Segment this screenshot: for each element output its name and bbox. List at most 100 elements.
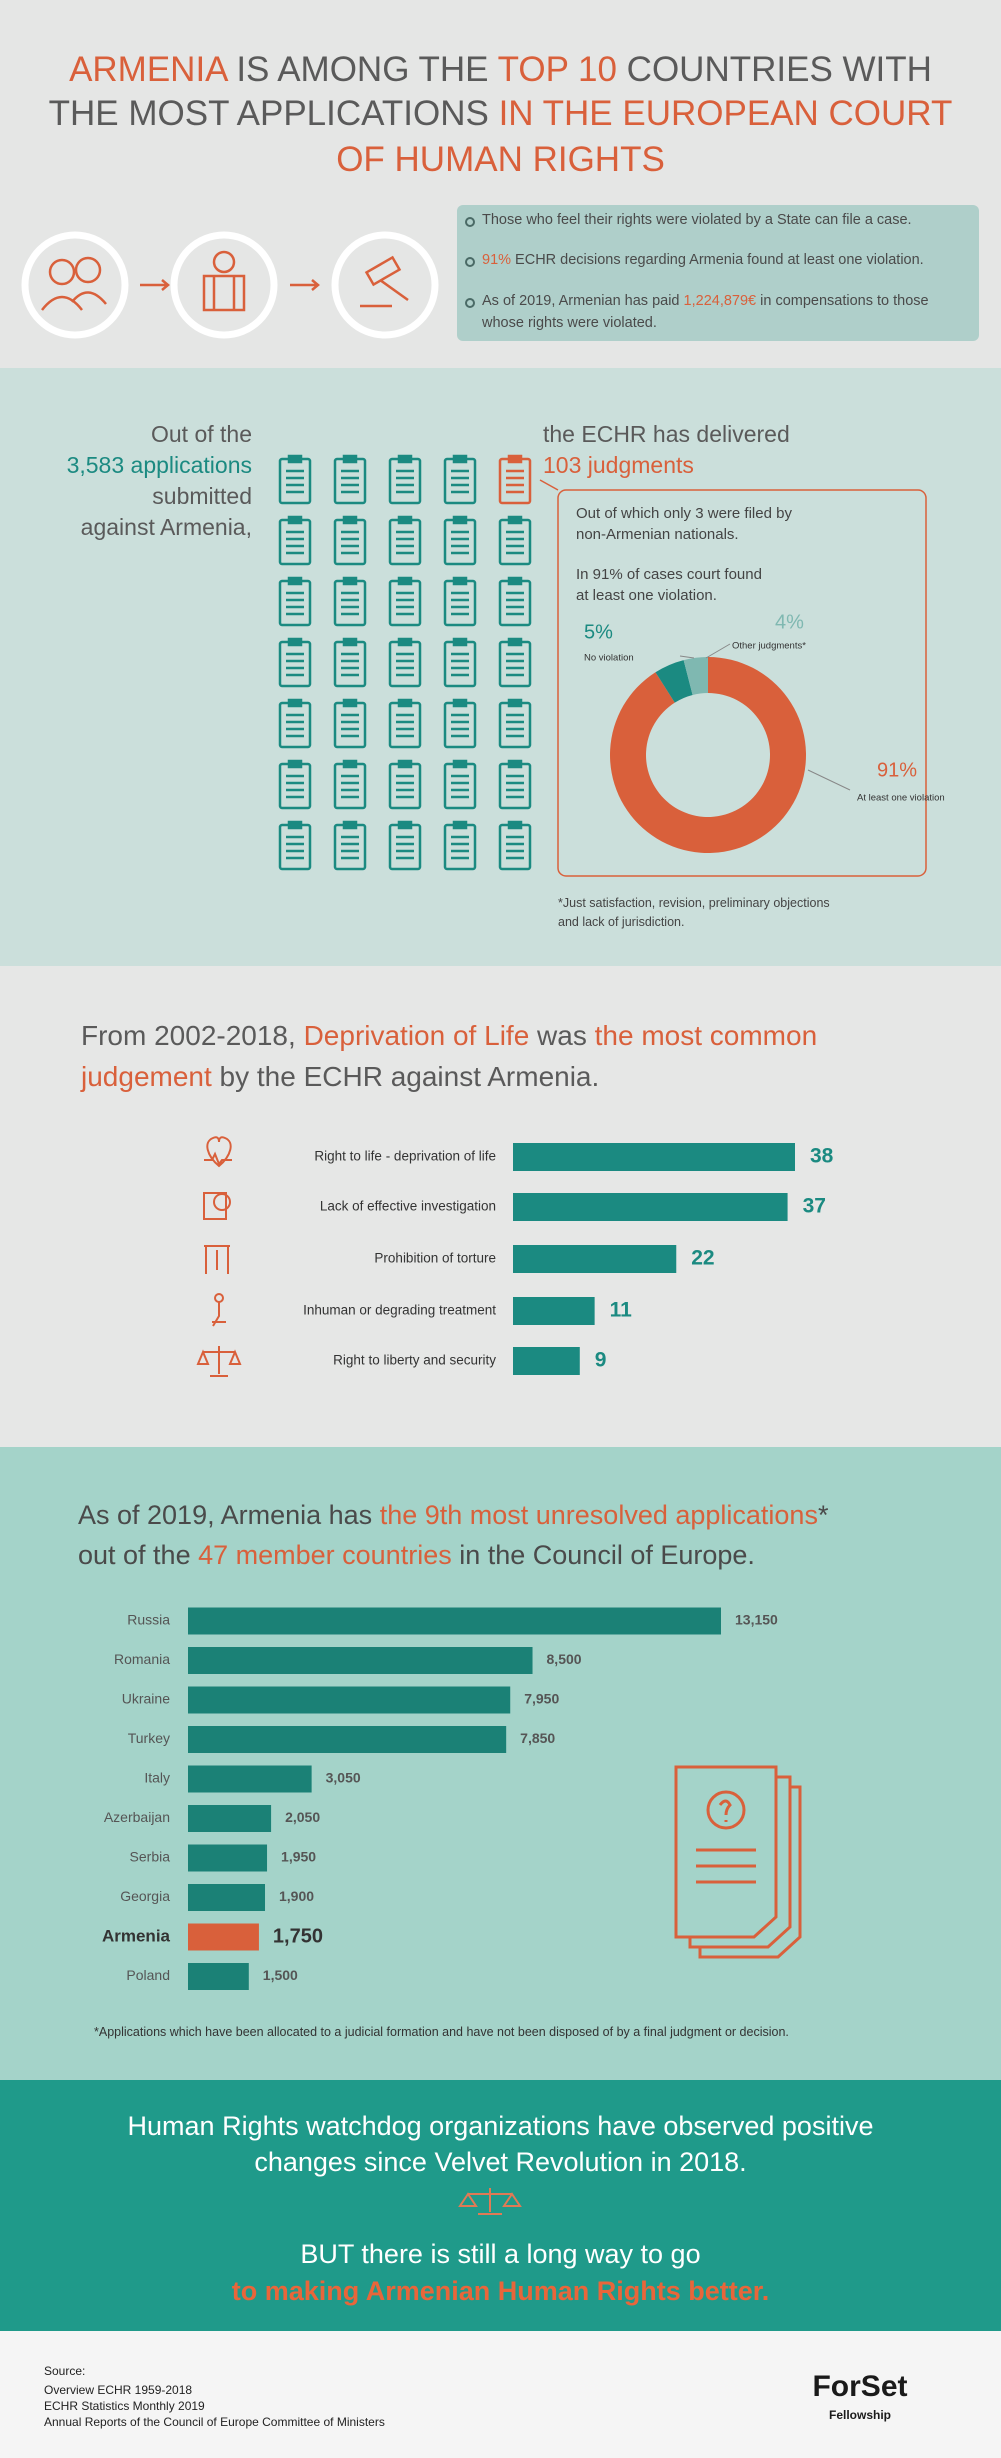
- clipboard-icon: [388, 759, 422, 810]
- category-label: Prohibition of torture: [374, 1251, 496, 1266]
- clipboard-clip: [397, 820, 413, 830]
- category-label: Italy: [144, 1770, 170, 1786]
- clipboard-clip: [397, 698, 413, 708]
- clipboard-clip: [397, 637, 413, 647]
- category-label: Armenia: [102, 1926, 171, 1945]
- clipboard-clip: [397, 515, 413, 525]
- bar: [188, 1607, 721, 1635]
- box-text: at least one violation.: [576, 587, 717, 604]
- clipboard-icon: [388, 454, 422, 505]
- category-label: Romania: [114, 1651, 170, 1667]
- unresolved-heading-part: in the Council of Europe.: [451, 1540, 755, 1570]
- header-section: [0, 0, 1001, 368]
- judgements-heading-part: the most common: [594, 1020, 818, 1051]
- bullet-dot: [465, 298, 475, 308]
- applications-right: 103 judgments: [543, 452, 694, 478]
- bar: [188, 1686, 511, 1714]
- bullet-dot: [465, 257, 475, 267]
- clipboard-icon: [278, 515, 312, 566]
- clipboard-clip: [507, 637, 523, 647]
- clipboard-clip: [452, 576, 468, 586]
- clipboard-icon: [498, 820, 532, 871]
- conclusion-line: Human Rights watchdog organizations have…: [127, 2111, 874, 2141]
- category-label: Lack of effective investigation: [320, 1199, 496, 1214]
- title-line-part: THE MOST APPLICATIONS: [48, 94, 499, 133]
- clipboard-icon: [443, 515, 477, 566]
- clipboard-clip: [507, 820, 523, 830]
- value-label: 38: [810, 1145, 834, 1168]
- bar: [188, 1884, 266, 1911]
- bullet-text-part: 1,224,879€: [683, 293, 757, 309]
- title-line-part: TOP 10: [497, 50, 617, 89]
- donut-slice: [610, 657, 807, 853]
- conclusion-emphasis: to making Armenian Human Rights better.: [231, 2276, 770, 2306]
- clipboard-icon: [333, 698, 367, 749]
- footnote: and lack of jurisdiction.: [558, 915, 685, 929]
- judgements-heading-part: From 2002-2018,: [81, 1020, 304, 1051]
- clipboard-clip: [287, 820, 303, 830]
- bar: [188, 1765, 312, 1793]
- unresolved-heading-part: 47 member countries: [198, 1540, 452, 1570]
- title-line-part: COUNTRIES WITH: [616, 50, 932, 89]
- title-line: THE MOST APPLICATIONS IN THE EUROPEAN CO…: [0, 94, 1001, 134]
- title-line-part: IS AMONG THE: [226, 50, 498, 89]
- clipboard-icon: [443, 637, 477, 688]
- bullet-text-part: in compensations to those: [756, 293, 929, 309]
- clipboard-icon: [498, 759, 532, 810]
- clipboard-icon: [443, 820, 477, 871]
- footnote: *Just satisfaction, revision, preliminar…: [558, 896, 830, 910]
- clipboard-clip: [507, 454, 523, 464]
- applications-left: against Armenia,: [80, 514, 252, 540]
- applications-left: submitted: [152, 483, 252, 509]
- value-label: 7,950: [524, 1691, 559, 1707]
- judgements-section: [0, 966, 1001, 1447]
- connector: [539, 479, 559, 491]
- value-label: 22: [691, 1247, 714, 1270]
- unresolved-heading: out of the 47 member countries in the Co…: [78, 1540, 755, 1571]
- clipboard-icon: [333, 820, 367, 871]
- value-label: 1,950: [281, 1849, 316, 1865]
- clipboard-clip: [287, 637, 303, 647]
- clipboard-icon: [498, 454, 532, 505]
- judgements-heading: From 2002-2018, Deprivation of Life was …: [81, 1020, 817, 1052]
- judgements-heading-part: was: [529, 1020, 595, 1051]
- source-line: Annual Reports of the Council of Europe …: [44, 2415, 385, 2429]
- clipboard-clip: [397, 759, 413, 769]
- clipboard-clip: [342, 515, 358, 525]
- clipboard-icon: [388, 820, 422, 871]
- leader-line: [807, 769, 851, 791]
- bar: [188, 1726, 507, 1753]
- conclusion-but: BUT there is still a long way to go: [300, 2239, 701, 2269]
- donut-value-label: 4%: [775, 611, 804, 633]
- clipboard-clip: [287, 759, 303, 769]
- clipboard-clip: [287, 576, 303, 586]
- unresolved-heading-part: out of the: [78, 1540, 199, 1570]
- source-line: ECHR Statistics Monthly 2019: [44, 2399, 205, 2413]
- category-label: Right to life - deprivation of life: [314, 1149, 496, 1164]
- title-line-part: ARMENIA: [69, 50, 227, 89]
- applications-left: 3,583 applications: [66, 452, 252, 478]
- judgements-heading-part: by the ECHR against Armenia.: [211, 1061, 600, 1092]
- bullet-text: 91% ECHR decisions regarding Armenia fou…: [482, 252, 924, 268]
- bar: [188, 1963, 249, 1990]
- bar: [188, 1923, 259, 1951]
- bar: [513, 1347, 580, 1375]
- value-label: 3,050: [326, 1770, 361, 1786]
- clipboard-clip: [452, 637, 468, 647]
- category-label: Poland: [126, 1967, 170, 1983]
- clipboard-clip: [287, 698, 303, 708]
- value-label: 7,850: [520, 1730, 555, 1746]
- value-label: 8,500: [547, 1651, 582, 1667]
- donut-category-label: At least one violation: [857, 793, 945, 804]
- bullet-text-part: whose rights were violated.: [482, 315, 657, 331]
- bullet-text-part: Those who feel their rights were violate…: [482, 212, 912, 228]
- judgements-heading: judgement by the ECHR against Armenia.: [81, 1061, 599, 1093]
- title-line-part: OF HUMAN RIGHTS: [336, 140, 665, 179]
- clipboard-icon: [498, 698, 532, 749]
- donut-value-label: 5%: [584, 621, 613, 643]
- clipboard-icon: [278, 759, 312, 810]
- value-label: 37: [803, 1195, 826, 1218]
- info-box: [457, 205, 979, 341]
- clipboard-icon: [278, 576, 312, 627]
